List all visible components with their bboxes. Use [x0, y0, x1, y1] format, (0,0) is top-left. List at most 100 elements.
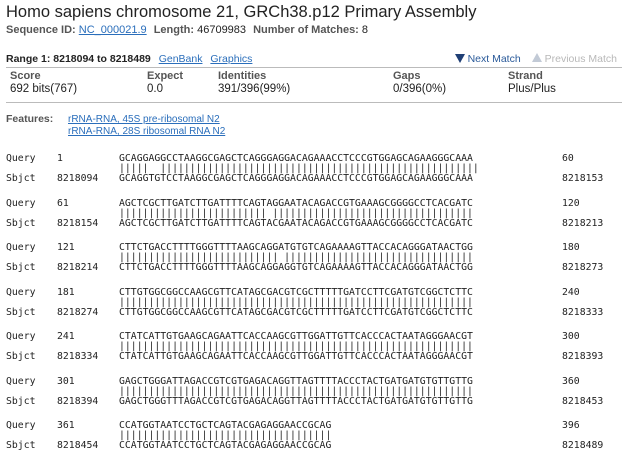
- sbjct-end: 8218273: [562, 262, 604, 273]
- feature-link-28s[interactable]: rRNA-RNA, 28S ribosomal RNA N2: [68, 126, 226, 137]
- query-start: 121: [57, 242, 75, 253]
- query-end: 240: [562, 286, 580, 298]
- query-seq: AGCTCGCTTGATCTTGATTTTCAGTAGGAATACAGACCGT…: [119, 197, 473, 209]
- gaps-header: Gaps: [393, 70, 421, 82]
- sbjct-start: 8218334: [57, 351, 99, 362]
- sbjct-start: 8218154: [57, 217, 99, 229]
- query-end: 60: [562, 153, 574, 164]
- expect-value: 0.0: [147, 83, 163, 95]
- sbjct-end: 8218393: [562, 351, 604, 362]
- gaps-column: Gaps 0/396(0%): [393, 70, 446, 95]
- expect-header: Expect: [147, 70, 184, 82]
- identities-header: Identities: [218, 70, 267, 82]
- query-end: 360: [562, 375, 580, 387]
- query-seq: GCAGGAGGCCTAAGGCGAGCTCAGGGAGGACAGAAACCTC…: [119, 153, 473, 164]
- next-match-label: Next Match: [467, 53, 521, 65]
- sbjct-start: 8218094: [57, 173, 99, 184]
- sbjct-end: 8218453: [562, 395, 604, 407]
- features-label: Features:: [6, 113, 54, 125]
- sbjct-label: Sbjct: [6, 262, 36, 273]
- matches-label: Number of Matches:: [253, 24, 359, 36]
- query-seq: CTTCTGACCTTTTGGGTTTTAAGCAGGATGTGTCAGAAAA…: [119, 242, 473, 253]
- features-section: Features: rRNA-RNA, 45S pre-ribosomal N2…: [6, 113, 225, 137]
- alignment-stats: Score 692 bits(767) Expect 0.0 Identitie…: [6, 67, 622, 103]
- query-start: 61: [57, 197, 69, 209]
- length-value: 46709983: [197, 24, 247, 36]
- sequence-info: Sequence ID: NC_000021.9 Length: 4670998…: [6, 24, 368, 36]
- feature-link-45s[interactable]: rRNA-RNA, 45S pre-ribosomal N2: [68, 114, 220, 125]
- sequence-id-link[interactable]: NC_000021.9: [78, 24, 147, 36]
- strand-header: Strand: [508, 70, 543, 82]
- sbjct-start: 8218454: [57, 440, 99, 451]
- graphics-link[interactable]: Graphics: [210, 53, 253, 65]
- page-title: Homo sapiens chromosome 21, GRCh38.p12 P…: [6, 3, 477, 21]
- match-mid: ||||||||||||||||||||||||||||||||||||||||…: [119, 296, 473, 308]
- length-label: Length:: [153, 24, 195, 36]
- score-header: Score: [10, 70, 41, 82]
- query-seq: CCATGGTAATCCTGCTCAGTACGAGAGGAACCGCAG: [119, 420, 332, 431]
- previous-match-button: Previous Match: [531, 53, 617, 65]
- sbjct-seq: CTTCTGACCTTTTGGGTTTTAAGCAGGAGGTGTCAGAAAA…: [119, 262, 473, 273]
- query-start: 1: [57, 153, 63, 164]
- next-match-button[interactable]: Next Match: [454, 53, 521, 65]
- query-end: 180: [562, 242, 580, 253]
- features-list: rRNA-RNA, 45S pre-ribosomal N2 rRNA-RNA,…: [68, 114, 225, 138]
- query-label: Query: [6, 153, 36, 164]
- match-mid: ||||| ||||||||||||||||||||||||||||||||||…: [119, 163, 479, 174]
- sbjct-label: Sbjct: [6, 351, 36, 362]
- query-end: 120: [562, 197, 580, 209]
- sbjct-start: 8218214: [57, 262, 99, 273]
- range-label: Range 1: 8218094 to 8218489: [6, 53, 151, 65]
- sbjct-end: 8218489: [562, 440, 604, 451]
- query-label: Query: [6, 375, 36, 387]
- query-label: Query: [6, 420, 36, 431]
- query-seq: CTATCATTGTGAAGCAGAATTCACCAAGCGTTGGATTGTT…: [119, 331, 473, 342]
- query-start: 361: [57, 420, 75, 431]
- query-end: 396: [562, 420, 580, 431]
- query-seq: GAGCTGGGATTAGACCGTCGTGAGACAGGTTAGTTTTACC…: [119, 375, 473, 387]
- strand-value: Plus/Plus: [508, 83, 556, 95]
- genbank-link[interactable]: GenBank: [158, 53, 203, 65]
- match-mid: ||||||||||||||||||||||||||||||||||||: [119, 430, 332, 441]
- sbjct-seq: CTTGTGGCGGCCAAGCGTTCATAGCGACGTCGCTTTTTGA…: [119, 306, 473, 318]
- sbjct-label: Sbjct: [6, 306, 36, 318]
- sbjct-seq: GCAGGTGTCCTAAGGCGAGCTCAGGGAGGACAGAAACCTC…: [119, 173, 473, 184]
- triangle-up-icon: [531, 53, 542, 62]
- sbjct-end: 8218153: [562, 173, 604, 184]
- sbjct-label: Sbjct: [6, 395, 36, 407]
- sbjct-start: 8218274: [57, 306, 99, 318]
- identities-column: Identities 391/396(99%): [218, 70, 290, 95]
- sbjct-label: Sbjct: [6, 440, 36, 451]
- query-label: Query: [6, 197, 36, 209]
- strand-column: Strand Plus/Plus: [508, 70, 556, 95]
- sbjct-label: Sbjct: [6, 173, 36, 184]
- gaps-value: 0/396(0%): [393, 83, 447, 95]
- query-label: Query: [6, 331, 36, 342]
- score-column: Score 692 bits(767): [10, 70, 77, 95]
- query-start: 241: [57, 331, 75, 342]
- query-label: Query: [6, 242, 36, 253]
- triangle-down-icon: [454, 54, 465, 63]
- query-end: 300: [562, 331, 580, 342]
- match-mid: ||||||||||||||||||||||||| ||||||||||||||…: [119, 207, 473, 219]
- match-mid: ||||||||||||||||||||||||||| ||||||||||||…: [119, 252, 473, 263]
- sbjct-seq: GAGCTGGGTTTAGACCGTCGTGAGACAGGTTAGTTTTACC…: [119, 395, 473, 407]
- sbjct-end: 8218213: [562, 217, 604, 229]
- range-line: Range 1: 8218094 to 8218489 GenBank Grap…: [6, 53, 252, 65]
- sequence-id-label: Sequence ID:: [6, 24, 76, 36]
- match-mid: ||||||||||||||||||||||||||||||||||||||||…: [119, 341, 473, 352]
- match-mid: ||||||||||||||||||||||||||||||||||||||||…: [119, 385, 473, 397]
- query-label: Query: [6, 286, 36, 298]
- query-start: 181: [57, 286, 75, 298]
- sbjct-seq: CCATGGTAATCCTGCTCAGTACGAGAGGAACCGCAG: [119, 440, 332, 451]
- sbjct-seq: CTATCATTGTGAAGCAGAATTCACCAAGCGTTGGATTGTT…: [119, 351, 473, 362]
- sbjct-start: 8218394: [57, 395, 99, 407]
- sbjct-seq: AGCTCGCTTGATCTTGATTTTCAGTACGAATACAGACCGT…: [119, 217, 473, 229]
- sbjct-label: Sbjct: [6, 217, 36, 229]
- sbjct-end: 8218333: [562, 306, 604, 318]
- matches-value: 8: [361, 24, 369, 36]
- match-navigation: Next Match Previous Match: [454, 53, 617, 65]
- previous-match-label: Previous Match: [544, 53, 617, 65]
- query-seq: CTTGTGGCGGCCAAGCGTTCATAGCGACGTCGCTTTTTGA…: [119, 286, 473, 298]
- identities-value: 391/396(99%): [218, 83, 291, 95]
